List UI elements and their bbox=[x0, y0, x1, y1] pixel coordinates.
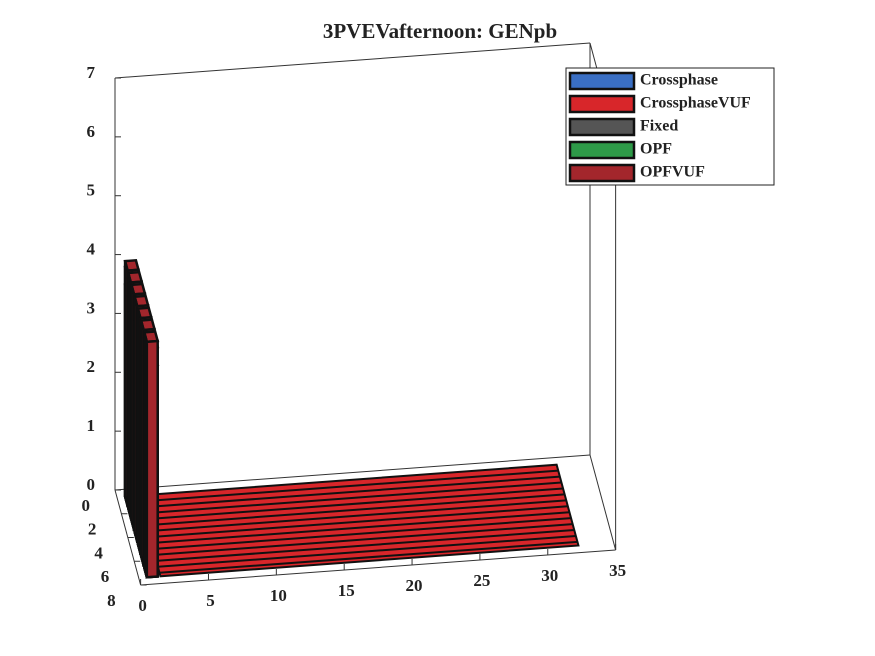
legend-swatch bbox=[568, 163, 636, 183]
x-tick-label: 10 bbox=[270, 586, 287, 605]
bar-front bbox=[145, 339, 159, 579]
z-tick-label: 6 bbox=[87, 122, 96, 141]
z-tick-label: 5 bbox=[87, 181, 96, 200]
y-tick-label: 6 bbox=[101, 567, 110, 586]
x-tick-label: 25 bbox=[473, 571, 490, 590]
axis-line bbox=[114, 42, 591, 79]
x-tick-label: 20 bbox=[406, 576, 423, 595]
legend-swatch bbox=[568, 71, 636, 91]
floor-edge bbox=[157, 534, 576, 568]
chart-title: 3PVEVafternoon: GENpb bbox=[323, 19, 557, 43]
y-tick-label: 8 bbox=[107, 591, 116, 610]
floor-edge bbox=[156, 529, 575, 562]
x-tick-label: 35 bbox=[609, 561, 626, 580]
y-tick-label: 2 bbox=[88, 520, 97, 539]
z-tick-label: 0 bbox=[87, 475, 96, 494]
z-tick-label: 1 bbox=[87, 416, 96, 435]
x-tick-label: 5 bbox=[206, 591, 215, 610]
axis-line bbox=[114, 454, 591, 491]
x-tick-label: 0 bbox=[138, 596, 147, 615]
floor-edge bbox=[154, 523, 573, 556]
floor-edge bbox=[146, 493, 565, 527]
legend-swatch bbox=[568, 117, 636, 137]
z-tick-label: 4 bbox=[87, 239, 96, 258]
floor-edge bbox=[141, 475, 560, 509]
floor-edge bbox=[148, 499, 567, 533]
legend-swatch bbox=[568, 94, 636, 114]
y-tick-label: 4 bbox=[94, 543, 103, 562]
x-tick-label: 30 bbox=[541, 566, 558, 585]
legend-label: Fixed bbox=[640, 118, 678, 135]
legend-label: Crossphase bbox=[640, 72, 718, 89]
legend-swatch bbox=[568, 140, 636, 160]
legend-label: OPFVUF bbox=[640, 164, 705, 181]
y-tick-label: 0 bbox=[82, 496, 91, 515]
z-tick-label: 7 bbox=[87, 63, 96, 82]
floor-edge bbox=[143, 481, 562, 515]
floor-edge bbox=[152, 517, 572, 550]
z-tick-label: 2 bbox=[87, 357, 96, 376]
floor-edge bbox=[159, 540, 578, 574]
legend-label: OPF bbox=[640, 141, 672, 158]
axis-line bbox=[140, 549, 616, 586]
axis-line bbox=[589, 454, 617, 551]
floor-edge bbox=[140, 469, 559, 503]
floor-edge bbox=[151, 511, 570, 545]
x-tick-label: 15 bbox=[338, 581, 355, 600]
floor-edge bbox=[144, 487, 564, 521]
bar bbox=[142, 330, 160, 579]
floor-edge bbox=[149, 505, 568, 539]
legend: Crossphase CrossphaseVUF Fixed OPF OPFVUF bbox=[565, 67, 775, 186]
z-tick-label: 3 bbox=[87, 298, 96, 317]
legend-label: CrossphaseVUF bbox=[640, 95, 751, 112]
